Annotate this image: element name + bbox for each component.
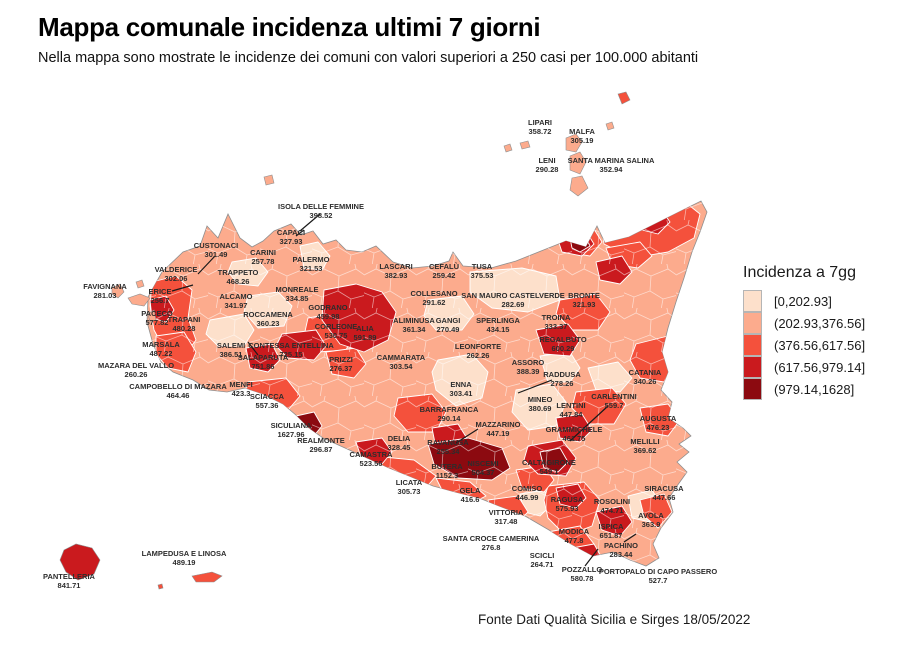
- legend-items: [0,202.93] (202.93,376.56] (376.56,617.56]…: [743, 290, 865, 400]
- legend: Incidenza a 7gg [0,202.93] (202.93,376.56…: [743, 264, 865, 400]
- legend-label: [0,202.93]: [774, 293, 832, 309]
- legend-swatch: [743, 334, 762, 356]
- page-subtitle: Nella mappa sono mostrate le incidenze d…: [38, 50, 699, 66]
- legend-swatch: [743, 290, 762, 312]
- page-title: Mappa comunale incidenza ultimi 7 giorni: [38, 12, 541, 42]
- legend-swatch: [743, 356, 762, 378]
- legend-label: (979.14,1628]: [774, 381, 855, 397]
- minor-islands: [59, 91, 631, 590]
- legend-swatch: [743, 312, 762, 334]
- label-leader-lines: [171, 213, 637, 567]
- legend-item-2: (376.56,617.56]: [743, 334, 865, 356]
- legend-swatch: [743, 378, 762, 400]
- legend-item-1: (202.93,376.56]: [743, 312, 865, 334]
- legend-label: (376.56,617.56]: [774, 337, 866, 353]
- legend-item-3: (617.56,979.14]: [743, 356, 865, 378]
- legend-item-4: (979.14,1628]: [743, 378, 865, 400]
- legend-title: Incidenza a 7gg: [743, 264, 856, 281]
- comune-borders-mesh: [147, 201, 707, 566]
- source-note: Fonte Dati Qualità Sicilia e Sirges 18/0…: [478, 612, 751, 627]
- legend-label: (617.56,979.14]: [774, 359, 866, 375]
- legend-label: (202.93,376.56]: [774, 315, 866, 331]
- legend-item-0: [0,202.93]: [743, 290, 865, 312]
